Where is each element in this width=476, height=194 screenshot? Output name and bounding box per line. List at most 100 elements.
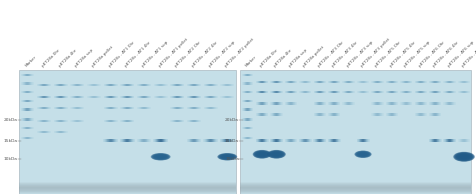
Ellipse shape [359, 152, 367, 156]
Text: pET28s - AT1 pellet: pET28s - AT1 pellet [158, 37, 188, 68]
Bar [240, 185, 471, 191]
Bar [19, 185, 236, 191]
Bar [240, 183, 471, 189]
Ellipse shape [153, 154, 168, 159]
Text: pET28a sup: pET28a sup [75, 48, 94, 68]
Ellipse shape [219, 154, 236, 160]
Ellipse shape [454, 152, 474, 161]
Bar [240, 186, 471, 192]
Bar [19, 186, 236, 192]
Bar [19, 186, 236, 192]
Ellipse shape [457, 153, 471, 160]
Bar [19, 182, 236, 188]
Text: pET28s - AT6 4hr: pET28s - AT6 4hr [432, 40, 460, 68]
Text: pET28s - AT2 pellet: pET28s - AT2 pellet [225, 37, 255, 68]
Ellipse shape [269, 151, 284, 158]
Ellipse shape [459, 154, 469, 159]
Ellipse shape [150, 153, 171, 160]
Bar [240, 184, 471, 190]
Ellipse shape [256, 152, 268, 157]
Text: pET28s - AT6 pellet: pET28s - AT6 pellet [461, 37, 476, 68]
Ellipse shape [218, 153, 236, 160]
Text: pET28a 0hr: pET28a 0hr [41, 48, 61, 68]
Ellipse shape [274, 153, 279, 156]
Bar [19, 182, 236, 188]
Ellipse shape [217, 153, 238, 160]
Bar [240, 187, 471, 193]
Ellipse shape [254, 151, 270, 158]
Bar [19, 184, 236, 190]
Bar [240, 182, 471, 188]
Ellipse shape [360, 153, 366, 155]
Ellipse shape [222, 155, 233, 159]
Ellipse shape [253, 150, 271, 158]
Ellipse shape [157, 155, 164, 158]
Ellipse shape [272, 152, 281, 156]
Bar [240, 186, 471, 192]
Bar [240, 183, 471, 189]
Bar [19, 183, 236, 189]
Bar [240, 185, 471, 191]
Ellipse shape [258, 152, 267, 156]
Ellipse shape [357, 152, 368, 157]
Ellipse shape [359, 153, 367, 156]
Bar [19, 187, 236, 193]
Ellipse shape [155, 154, 167, 159]
Ellipse shape [268, 151, 285, 158]
Bar [240, 183, 471, 189]
Ellipse shape [457, 154, 470, 160]
Ellipse shape [223, 155, 232, 158]
Ellipse shape [220, 154, 234, 159]
Bar [240, 184, 471, 190]
Bar [19, 186, 236, 192]
Ellipse shape [357, 152, 369, 157]
Ellipse shape [267, 150, 286, 159]
Ellipse shape [223, 155, 231, 158]
Ellipse shape [358, 152, 368, 157]
Text: 20kDa: 20kDa [225, 118, 239, 121]
Ellipse shape [156, 155, 165, 158]
Bar [19, 183, 236, 189]
Ellipse shape [359, 153, 367, 156]
Ellipse shape [272, 152, 281, 156]
Ellipse shape [357, 152, 369, 157]
Ellipse shape [455, 152, 473, 161]
Ellipse shape [224, 155, 231, 158]
Ellipse shape [254, 150, 270, 158]
Bar [240, 185, 471, 191]
Bar [19, 184, 236, 190]
Ellipse shape [219, 154, 235, 160]
Ellipse shape [268, 150, 285, 158]
Ellipse shape [355, 151, 371, 158]
Bar [19, 184, 236, 191]
Ellipse shape [255, 151, 269, 158]
Ellipse shape [360, 153, 366, 156]
Bar [240, 184, 471, 190]
Bar [19, 187, 236, 193]
Ellipse shape [256, 151, 268, 157]
Text: pET28s - AT2 0hr: pET28s - AT2 0hr [175, 40, 202, 68]
Bar [19, 184, 236, 190]
Ellipse shape [152, 154, 169, 160]
Ellipse shape [271, 152, 282, 157]
Bar [240, 188, 471, 194]
Ellipse shape [460, 155, 468, 158]
Ellipse shape [456, 153, 473, 161]
Bar [240, 182, 471, 188]
Text: 20kDa: 20kDa [4, 118, 18, 121]
Text: pET28a pellet: pET28a pellet [91, 45, 114, 68]
Ellipse shape [257, 152, 268, 157]
Bar [240, 187, 471, 194]
Text: pET28s - AT1 0hr: pET28s - AT1 0hr [108, 40, 135, 68]
Ellipse shape [154, 154, 168, 159]
Ellipse shape [154, 154, 167, 159]
Text: pET28s - AT5 0hr: pET28s - AT5 0hr [375, 40, 402, 68]
Ellipse shape [270, 151, 283, 157]
Bar [240, 70, 471, 194]
Text: Marker: Marker [245, 55, 258, 68]
Text: pET28s - AT5 sup: pET28s - AT5 sup [404, 40, 431, 68]
Ellipse shape [461, 155, 467, 158]
Bar [240, 187, 471, 193]
Ellipse shape [155, 155, 166, 159]
Text: 15kDa: 15kDa [4, 139, 18, 143]
